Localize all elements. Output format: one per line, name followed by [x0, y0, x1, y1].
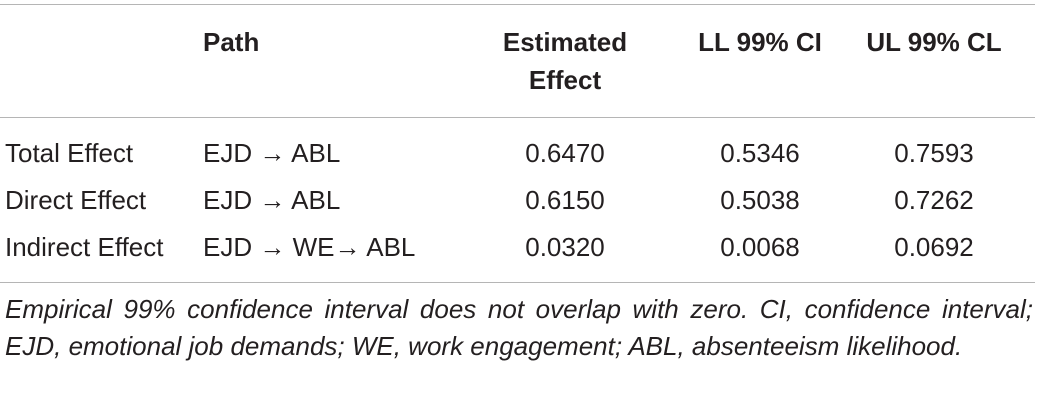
header-cell: Estimated Effect	[502, 27, 628, 95]
table-cell: 0.0068	[720, 232, 800, 262]
top-rule	[0, 4, 1035, 5]
header-cell: UL 99% CL	[866, 27, 1002, 57]
bottom-rule	[0, 282, 1035, 283]
row-label: Total Effect	[5, 138, 134, 168]
table-cell: 0.5038	[720, 185, 800, 215]
table-cell: 0.6470	[525, 138, 605, 168]
table-cell: 0.5346	[720, 138, 800, 168]
table-cell: 0.0320	[525, 232, 605, 262]
table-cell: 0.7262	[894, 185, 974, 215]
row-label: Indirect Effect	[5, 232, 164, 262]
table-cell: EJD → WE→ ABL	[203, 232, 416, 262]
table-cell: 0.7593	[894, 138, 974, 168]
table-cell: EJD → ABL	[203, 185, 341, 215]
row-label: Direct Effect	[5, 185, 147, 215]
footnote: Empirical 99% confidence interval does n…	[5, 294, 1033, 361]
table-cell: 0.6150	[525, 185, 605, 215]
header-rule	[0, 117, 1035, 118]
header-cell: LL 99% CI	[698, 27, 822, 57]
table-cell: 0.0692	[894, 232, 974, 262]
table-cell: EJD → ABL	[203, 138, 341, 168]
header-cell: Path	[203, 27, 260, 57]
